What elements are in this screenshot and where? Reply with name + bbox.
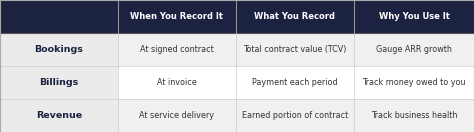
Bar bbox=[118, 99, 236, 132]
Bar bbox=[236, 0, 354, 33]
Bar bbox=[118, 66, 236, 99]
Text: What You Record: What You Record bbox=[255, 12, 336, 21]
Text: Earned portion of contract: Earned portion of contract bbox=[242, 111, 348, 120]
Bar bbox=[118, 0, 236, 33]
Bar bbox=[0, 0, 118, 33]
Bar bbox=[0, 33, 118, 66]
Text: Track business health: Track business health bbox=[371, 111, 457, 120]
Text: Bookings: Bookings bbox=[35, 45, 83, 54]
Text: Gauge ARR growth: Gauge ARR growth bbox=[376, 45, 452, 54]
Bar bbox=[236, 66, 354, 99]
Text: At invoice: At invoice bbox=[157, 78, 197, 87]
Text: When You Record It: When You Record It bbox=[130, 12, 224, 21]
Bar bbox=[354, 33, 474, 66]
Text: At signed contract: At signed contract bbox=[140, 45, 214, 54]
Text: Track money owed to you: Track money owed to you bbox=[362, 78, 466, 87]
Text: Why You Use It: Why You Use It bbox=[379, 12, 449, 21]
Bar bbox=[354, 99, 474, 132]
Bar bbox=[354, 0, 474, 33]
Bar bbox=[354, 66, 474, 99]
Bar bbox=[0, 66, 118, 99]
Bar bbox=[236, 33, 354, 66]
Text: Billings: Billings bbox=[39, 78, 79, 87]
Text: Payment each period: Payment each period bbox=[252, 78, 338, 87]
Text: At service delivery: At service delivery bbox=[139, 111, 215, 120]
Bar bbox=[118, 33, 236, 66]
Bar bbox=[0, 99, 118, 132]
Bar bbox=[236, 99, 354, 132]
Text: Revenue: Revenue bbox=[36, 111, 82, 120]
Text: Total contract value (TCV): Total contract value (TCV) bbox=[243, 45, 346, 54]
